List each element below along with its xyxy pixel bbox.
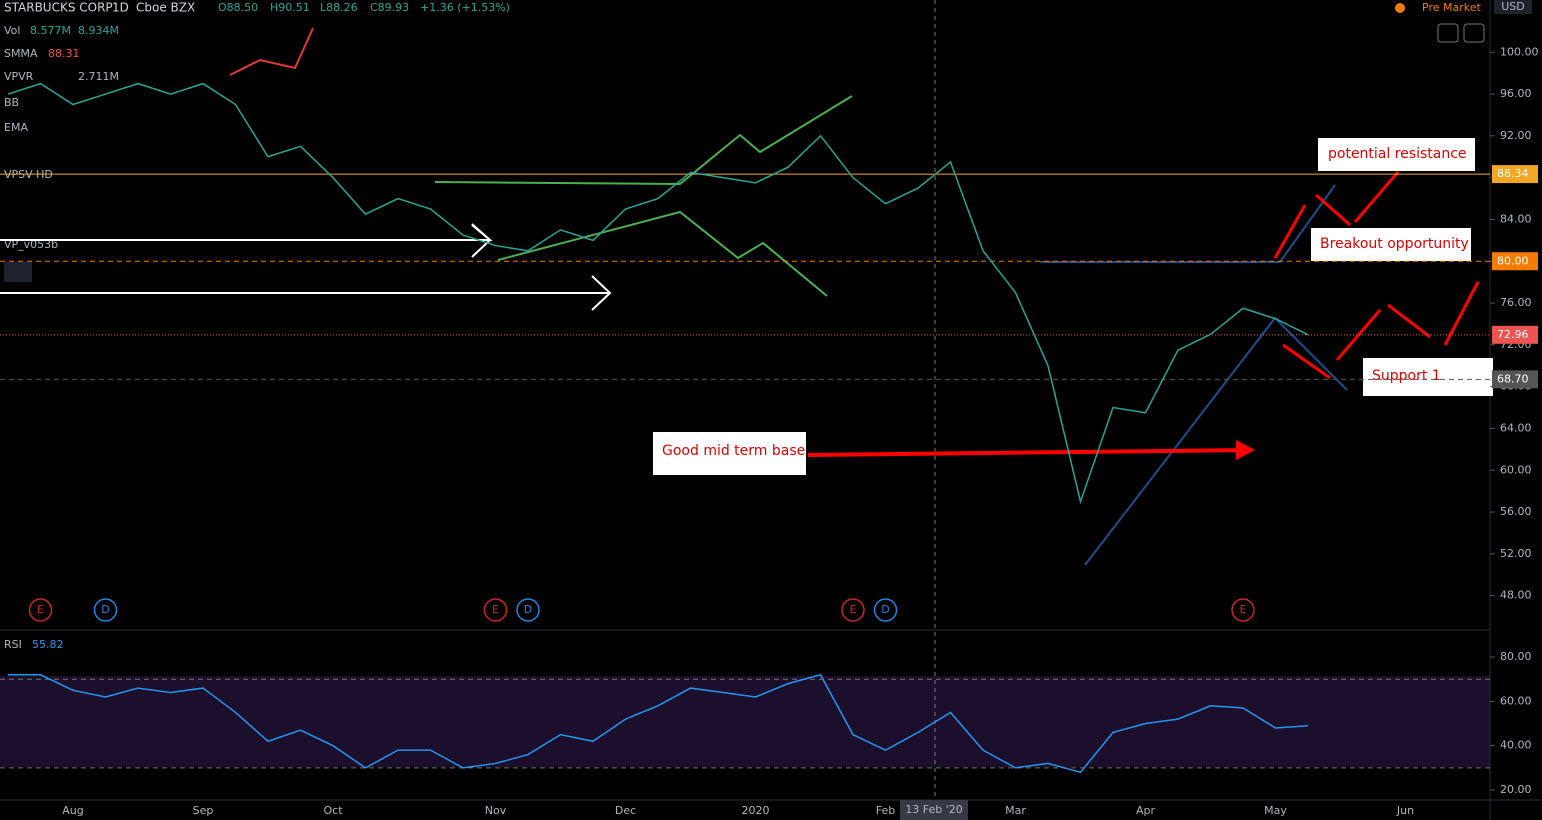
annotation-box (653, 432, 806, 475)
header-close: C89.93 (370, 1, 409, 14)
y-tick-label: 92.00 (1500, 129, 1532, 142)
indicator-value: 2.711M (78, 70, 119, 83)
annotation: Support 1 (1372, 368, 1441, 384)
event-marker (483, 598, 508, 622)
drawings (0, 27, 1480, 566)
price-label: 68.70 (1497, 372, 1529, 385)
annotation: Breakout opportunity (1320, 236, 1469, 252)
x-tick-label: 2020 (742, 804, 770, 817)
price-label: 72.96 (1497, 328, 1529, 341)
session: Pre Market (1422, 1, 1481, 14)
header-open: O88.50 (218, 1, 258, 14)
indicator-name: EMA (4, 121, 28, 134)
y-tick-label: 56.00 (1500, 505, 1532, 518)
event-marker (841, 598, 865, 622)
event-label: E (1240, 603, 1247, 616)
rsi-tick-label: 20.00 (1500, 783, 1532, 796)
indicator-name: BB (4, 96, 19, 109)
annotation-box (1318, 138, 1475, 171)
rsi-name: RSI (4, 638, 22, 651)
indicator-name: SMMA (4, 47, 38, 60)
event-marker (28, 598, 53, 622)
event-label: D (524, 603, 532, 616)
price-label-box (1492, 165, 1538, 184)
rsi-tick-label: 40.00 (1500, 739, 1532, 752)
x-tick-label: Jun (1396, 804, 1414, 817)
indicator-value: 8.577M (30, 24, 71, 37)
crosshair-box (900, 800, 968, 820)
interval: 1D (112, 1, 129, 15)
event-marker (873, 598, 898, 622)
price-label: 80.00 (1497, 254, 1529, 267)
event-label: E (37, 603, 44, 616)
header-change: +1.36 (+1.53%) (420, 1, 510, 14)
event-marker (93, 598, 118, 622)
session-icon (1395, 3, 1405, 13)
indicator-name: Vol (4, 24, 20, 37)
x-tick-label: Dec (615, 804, 636, 817)
y-tick-label: 100.00 (1500, 45, 1539, 58)
y-tick-label: 84.00 (1500, 212, 1532, 225)
price-line (7, 82, 1309, 505)
rsi-band-fill (0, 676, 1490, 767)
indicator-value: 88.31 (48, 47, 80, 60)
currency[interactable]: USD (1501, 0, 1525, 13)
price-label: 88.34 (1497, 167, 1529, 180)
x-tick-label: Oct (323, 804, 343, 817)
collapse-button[interactable] (4, 262, 32, 282)
y-tick-label: 96.00 (1500, 87, 1532, 100)
title: STARBUCKS CORP (4, 1, 113, 15)
event-label: D (101, 603, 109, 616)
currency-box[interactable] (1494, 0, 1532, 14)
exchange: Cboe BZX (136, 1, 195, 15)
rsi-last: 55.82 (32, 638, 64, 651)
indicator-value: 8.934M (78, 24, 119, 37)
event-marker (1231, 598, 1255, 622)
crosshair-label: 13 Feb '20 (905, 803, 963, 816)
price-label-box (1492, 325, 1538, 344)
y-tick-label: 64.00 (1500, 421, 1532, 434)
header-high: H90.51 (270, 1, 310, 14)
reset-button[interactable] (1463, 23, 1485, 43)
annotation: potential resistance (1328, 146, 1467, 162)
x-tick-label: Mar (1005, 804, 1026, 817)
event-label: E (850, 603, 857, 616)
x-tick-label: Apr (1136, 804, 1156, 817)
x-tick-label: Nov (485, 804, 507, 817)
price-label-box (1492, 370, 1538, 389)
y-tick-label: 60.00 (1500, 463, 1532, 476)
indicator-name: VPVR (4, 70, 34, 83)
annotation-box (1363, 358, 1493, 396)
annotation: Good mid term base (662, 443, 805, 459)
event-marker (516, 598, 540, 622)
event-label: D (881, 603, 889, 616)
annotation-box (1311, 228, 1471, 261)
header-low: L88.26 (320, 1, 358, 14)
event-label: E (492, 603, 499, 616)
y-tick-label: 52.00 (1500, 547, 1532, 560)
x-tick-label: Aug (62, 804, 83, 817)
rsi-tick-label: 60.00 (1500, 694, 1532, 707)
rsi-line (8, 673, 1309, 774)
scroll-button[interactable] (1437, 23, 1459, 43)
price-label-box (1492, 252, 1538, 271)
x-tick-label: Sep (193, 804, 214, 817)
y-tick-label: 48.00 (1500, 589, 1532, 602)
y-tick-label: 76.00 (1500, 296, 1532, 309)
x-tick-label: Feb (876, 804, 895, 817)
x-tick-label: May (1264, 804, 1287, 817)
indicator-name: VP_v053b (4, 238, 58, 251)
rsi-tick-label: 80.00 (1500, 650, 1532, 663)
